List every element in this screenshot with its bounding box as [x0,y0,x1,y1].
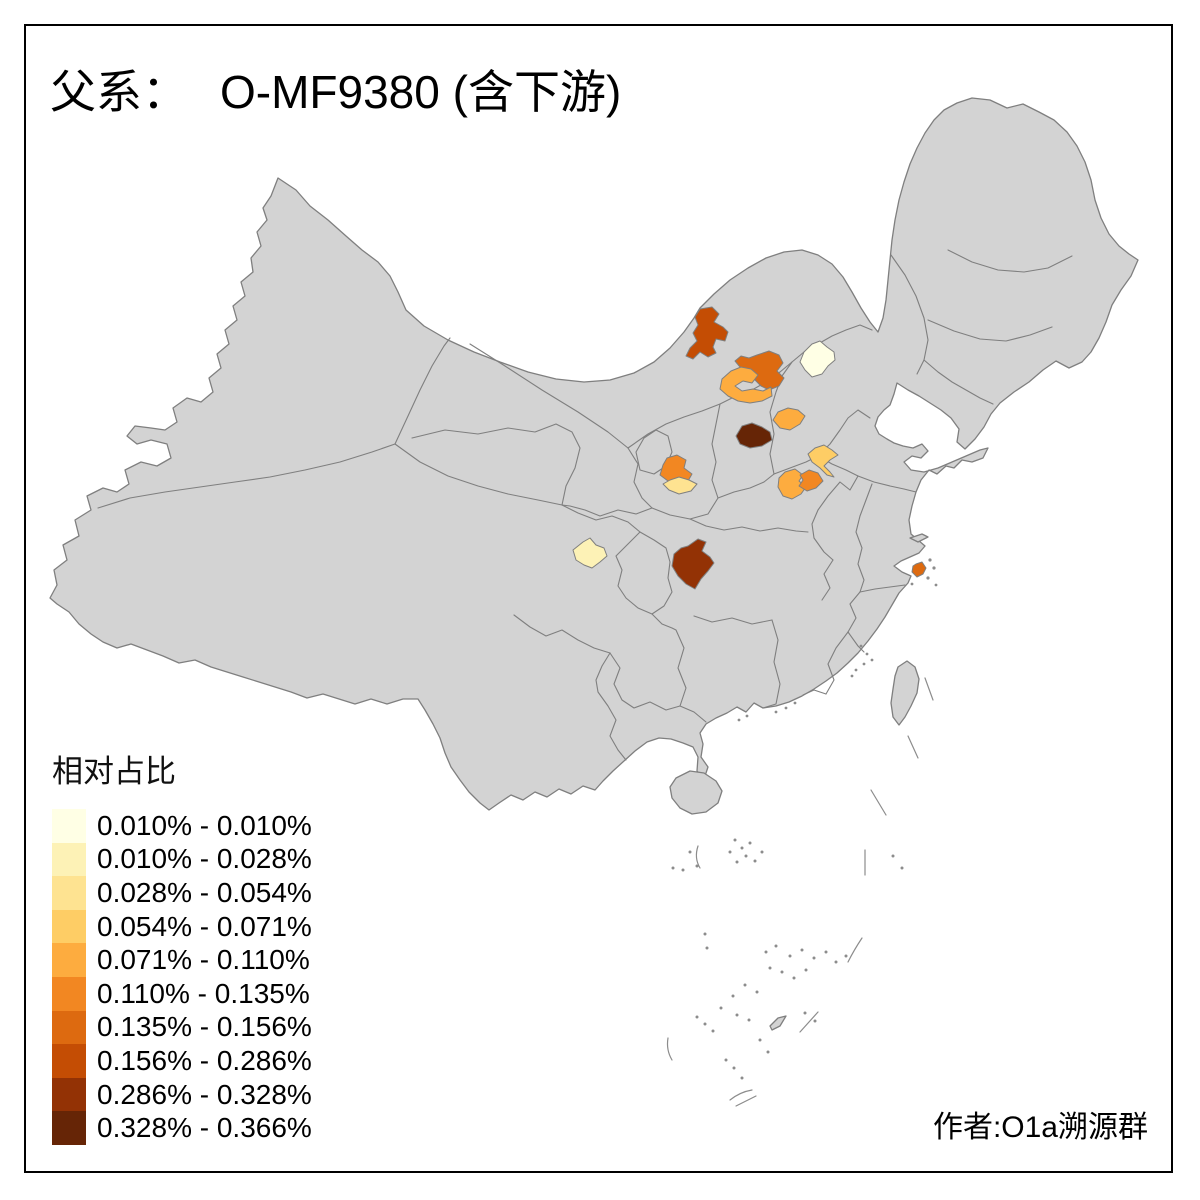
legend-item: 0.156% - 0.286% [52,1044,312,1078]
legend-item: 0.286% - 0.328% [52,1077,312,1112]
attribution-text: 作者:O1a溯源群 [932,1111,1148,1144]
legend-swatch [52,909,86,944]
legend: 相对占比 0.010% - 0.010% 0.010% - 0.028% 0.0… [52,746,312,1145]
region-shaanxi-xian-south [662,476,698,495]
legend-label: 0.286% - 0.328% [97,1078,312,1110]
china-outline [49,97,1139,811]
islets [671,558,938,1080]
legend-swatch [52,876,86,910]
legend-item: 0.054% - 0.071% [52,909,312,944]
region-zhejiang-zhoushan [911,561,927,578]
legend-label: 0.028% - 0.054% [97,876,312,908]
reef-arcs [666,677,934,1107]
region-hubei-yichang [671,538,715,590]
taiwan-island [890,660,920,726]
region-beijing [799,340,836,378]
legend-item: 0.328% - 0.366% [52,1111,312,1145]
legend-swatch [52,809,86,843]
region-hebei-shijiazhuang [772,407,806,431]
legend-label: 0.328% - 0.366% [97,1112,312,1144]
legend-item: 0.135% - 0.156% [52,1010,312,1045]
legend-item: 0.028% - 0.054% [52,876,312,910]
map-title: 父系： O-MF9380 (含下游) [50,56,621,122]
legend-label: 0.071% - 0.110% [97,944,310,976]
hainan-island [669,770,723,815]
legend-swatch [52,1077,86,1112]
region-shanxi-taiyuan [735,422,773,449]
spratly-large-islet [769,1015,787,1031]
legend-swatch [52,1010,86,1045]
legend-swatch [52,842,86,877]
legend-swatch [52,943,86,977]
region-sichuan-chengdu [572,537,608,569]
legend-label: 0.010% - 0.028% [97,843,312,875]
region-henan-zhengzhou-west [777,468,807,500]
legend-swatch [52,1111,86,1145]
legend-item: 0.010% - 0.010% [52,809,312,843]
title-haplogroup: O-MF9380 (含下游) [220,66,622,118]
legend-item: 0.010% - 0.028% [52,842,312,877]
region-henan-northeast [807,444,839,478]
legend-swatch [52,1044,86,1078]
legend-label: 0.156% - 0.286% [97,1044,312,1076]
legend-item: 0.110% - 0.135% [52,976,312,1011]
legend-label: 0.054% - 0.071% [97,910,312,942]
legend-title: 相对占比 [52,754,176,789]
title-prefix: 父系： [50,67,188,118]
province-borders [97,249,1073,761]
legend-label: 0.135% - 0.156% [97,1011,312,1043]
legend-label: 0.010% - 0.010% [97,809,312,841]
region-inner-mongolia-baotou [685,306,729,360]
highlighted-regions [572,306,927,590]
legend-rows: 0.010% - 0.010% 0.010% - 0.028% 0.028% -… [52,809,312,1145]
region-henan-zhengzhou [798,469,824,492]
region-inner-mongolia-hohhot [719,366,773,404]
legend-swatch [52,976,86,1011]
region-inner-mongolia-ulanqab [734,350,785,391]
country-landmass [49,97,1139,1031]
legend-label: 0.110% - 0.135% [97,977,310,1009]
legend-item: 0.071% - 0.110% [52,943,312,977]
chongming-island [909,533,929,543]
